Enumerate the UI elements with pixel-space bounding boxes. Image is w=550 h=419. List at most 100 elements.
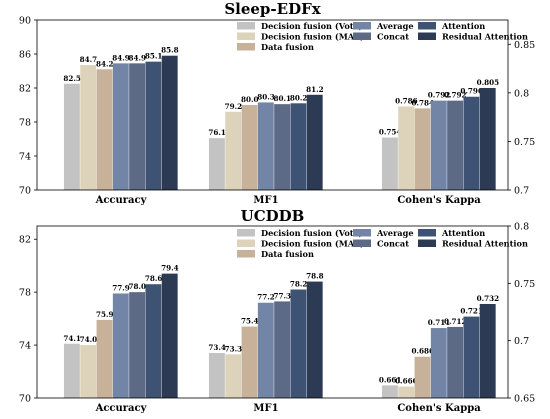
- left-tick-label: 70: [19, 394, 31, 405]
- bar-cohen-s-kappa-average: [430, 328, 447, 398]
- bar-mf1-decision-fusion-vote: [208, 353, 225, 398]
- category-label: Accuracy: [95, 195, 148, 206]
- data-label: 85.8: [161, 46, 179, 55]
- legend-swatch-concat: [353, 239, 371, 247]
- bar-accuracy-average: [112, 293, 129, 398]
- bar-mf1-concat: [274, 301, 291, 398]
- bar-mf1-decision-fusion-map: [225, 354, 242, 398]
- data-label: 80.1: [274, 94, 292, 103]
- bar-mf1-average: [257, 102, 274, 190]
- left-tick-label: 82: [19, 84, 31, 95]
- data-label: 0.721: [460, 307, 483, 316]
- data-label: 84.9: [112, 53, 130, 62]
- data-label: 82.5: [63, 74, 81, 83]
- bar-accuracy-residual-attention: [161, 55, 178, 191]
- data-label: 78.2: [290, 280, 308, 289]
- right-tick-label: 0.8: [514, 88, 529, 99]
- bar-mf1-data-fusion: [241, 105, 258, 190]
- data-label: 78.6: [145, 274, 163, 283]
- left-tick-label: 86: [19, 50, 31, 61]
- right-tick-label: 0.7: [514, 336, 529, 347]
- bar-cohen-s-kappa-decision-fusion-map: [398, 106, 415, 190]
- legend-label: Data fusion: [261, 42, 314, 52]
- data-label: 0.661: [379, 375, 402, 384]
- bar-cohen-s-kappa-decision-fusion-map: [398, 386, 415, 398]
- legend-label: Decision fusion (MAP): [261, 239, 364, 249]
- data-label: 84.9: [129, 53, 147, 62]
- bar-cohen-s-kappa-data-fusion: [414, 356, 431, 398]
- bar-accuracy-decision-fusion-vote: [63, 83, 80, 190]
- data-label: 0.792: [428, 91, 451, 100]
- bar-cohen-s-kappa-residual-attention: [479, 303, 496, 398]
- data-label: 73.4: [208, 343, 226, 352]
- bar-mf1-concat: [274, 104, 291, 190]
- right-tick-label: 0.65: [514, 394, 535, 405]
- data-label: 0.712: [444, 317, 467, 326]
- bar-accuracy-attention: [145, 284, 162, 398]
- bar-cohen-s-kappa-concat: [447, 326, 464, 398]
- bar-cohen-s-kappa-decision-fusion-vote: [381, 137, 398, 190]
- category-label: Cohen's Kappa: [397, 195, 481, 206]
- legend-label: Average: [376, 228, 414, 238]
- bar-accuracy-concat: [129, 63, 146, 190]
- legend-swatch-data-fusion: [237, 250, 255, 258]
- bar-mf1-attention: [290, 289, 307, 398]
- legend-swatch-decision-fusion-map: [237, 32, 255, 40]
- category-label: MF1: [253, 195, 278, 206]
- left-tick-label: 74: [19, 341, 31, 352]
- bar-mf1-average: [257, 302, 274, 398]
- left-tick-label: 70: [19, 186, 31, 197]
- plot-frame: [36, 225, 509, 399]
- chart-title: UCDDB: [241, 207, 305, 225]
- data-label: 74.0: [80, 335, 98, 344]
- data-label: 78.8: [306, 272, 324, 281]
- bar-accuracy-data-fusion: [96, 69, 113, 190]
- right-tick-label: 0.75: [514, 279, 535, 290]
- plot-frame: [36, 19, 509, 191]
- left-tick-label: 82: [19, 235, 31, 246]
- bar-accuracy-decision-fusion-map: [80, 65, 97, 190]
- bar-accuracy-attention: [145, 61, 162, 191]
- bar-accuracy-concat: [129, 292, 146, 398]
- legend-label: Data fusion: [261, 249, 314, 259]
- legend-swatch-average: [353, 229, 371, 237]
- legend-swatch-decision-fusion-map: [237, 239, 255, 247]
- legend-label: Residual Attention: [442, 32, 528, 42]
- right-tick-label: 0.7: [514, 186, 529, 197]
- chart-title: Sleep-EDFx: [224, 0, 321, 18]
- data-label: 78.0: [129, 282, 147, 291]
- data-label: 75.9: [96, 310, 114, 319]
- bar-accuracy-average: [112, 63, 129, 190]
- data-label: 77.9: [112, 283, 130, 292]
- bar-mf1-residual-attention: [306, 281, 323, 398]
- bar-mf1-residual-attention: [306, 94, 323, 190]
- bar-cohen-s-kappa-concat: [447, 100, 464, 190]
- data-label: 73.3: [225, 344, 243, 353]
- category-label: MF1: [253, 403, 278, 414]
- data-label: 0.660: [395, 377, 418, 386]
- legend-label: Attention: [441, 228, 485, 238]
- data-label: 0.754: [379, 128, 402, 137]
- legend-swatch-attention: [418, 22, 436, 30]
- legend: Decision fusion (Vote)Decision fusion (M…: [237, 228, 528, 259]
- legend: Decision fusion (Vote)Decision fusion (M…: [237, 21, 528, 52]
- bar-accuracy-decision-fusion-map: [80, 345, 97, 398]
- bar-accuracy-data-fusion: [96, 319, 113, 398]
- data-label: 77.2: [257, 293, 275, 302]
- legend-label: Concat: [377, 239, 409, 249]
- data-label: 76.1: [208, 128, 226, 137]
- right-tick-label: 0.75: [514, 137, 535, 148]
- data-label: 0.786: [395, 96, 418, 105]
- data-label: 0.796: [460, 87, 483, 96]
- legend-swatch-decision-fusion-vote: [237, 229, 255, 237]
- data-label: 84.7: [80, 55, 98, 64]
- bar-cohen-s-kappa-attention: [463, 316, 480, 398]
- bar-cohen-s-kappa-decision-fusion-vote: [381, 385, 398, 398]
- data-label: 0.732: [477, 294, 500, 303]
- right-tick-label: 0.85: [514, 40, 535, 51]
- data-label: 79.4: [161, 264, 179, 273]
- data-label: 74.1: [63, 334, 81, 343]
- legend-swatch-data-fusion: [237, 43, 255, 51]
- left-tick-label: 78: [19, 118, 31, 129]
